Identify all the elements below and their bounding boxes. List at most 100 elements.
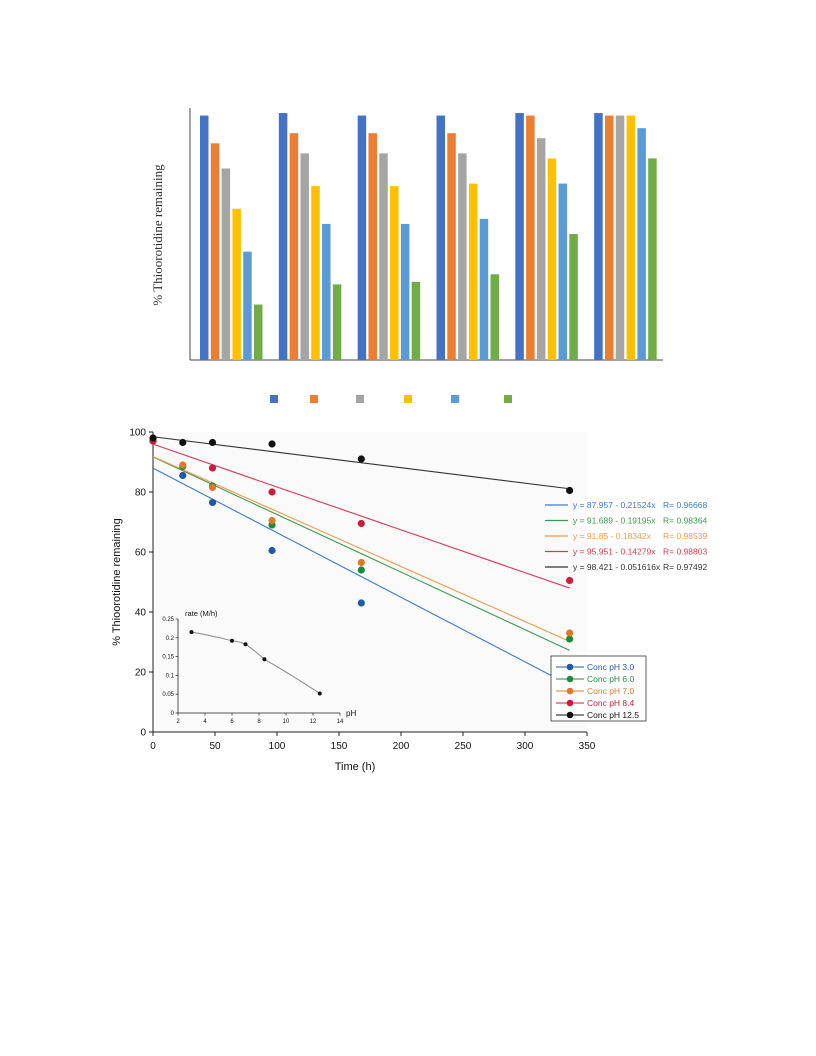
- series-legend-label-2: Conc pH 6.0: [587, 674, 635, 684]
- bar-s2-c1: [210, 143, 220, 360]
- inset-x-tick-label: 10: [283, 719, 290, 725]
- bar-s5-c5: [558, 183, 568, 360]
- bar-s6-c3: [411, 281, 421, 360]
- fit-line-4: [152, 443, 570, 589]
- series-legend-label-1: Conc pH 3.0: [587, 662, 635, 672]
- fit-line-2: [152, 456, 570, 651]
- bar-s4-c4: [468, 183, 478, 360]
- fit-legend-r-2: R= 0.98364: [663, 516, 707, 526]
- point-s4-4: [357, 519, 365, 528]
- bar-legend-swatch-4: [404, 395, 412, 403]
- inset-x-tick-label: 14: [337, 719, 344, 725]
- point-s5-2: [179, 438, 187, 447]
- fit-line-3: [152, 455, 570, 642]
- bar-s3-c1: [221, 168, 231, 360]
- bar-legend-swatch-6: [504, 395, 512, 403]
- bar-s4-c2: [311, 186, 320, 360]
- series-legend-marker-1: [566, 663, 574, 671]
- y-tick-label: 60: [135, 548, 147, 559]
- series-legend-label-4: Conc pH 8.4: [587, 698, 635, 708]
- x-axis-label: Time (h): [335, 761, 376, 773]
- inset-point-2: [230, 638, 234, 643]
- inset-point-3: [243, 642, 248, 647]
- inset-x-tick-label: 12: [310, 719, 317, 725]
- point-s5-4: [268, 440, 276, 448]
- inset-x-tick-label: 4: [203, 719, 207, 725]
- y-tick-label: 20: [135, 668, 147, 679]
- point-s5-3: [208, 438, 217, 447]
- inset-y-tick-label: 0.1: [166, 673, 175, 679]
- inset-x-axis-label: pH: [346, 709, 356, 718]
- bar-s2-c6: [604, 115, 614, 360]
- fit-legend-r-3: R= 0.98539: [663, 531, 707, 541]
- y-tick-label: 80: [135, 488, 147, 499]
- point-s3-5: [357, 558, 365, 567]
- point-s5-1: [149, 434, 157, 442]
- y-tick-label: 40: [135, 608, 147, 619]
- bar-legend-swatch-2: [310, 395, 318, 403]
- fit-legend-r-4: R= 0.98803: [663, 547, 707, 557]
- bar-s5-c2: [322, 223, 331, 360]
- fit-legend-equation-4: y = 95.951 - 0.14279x: [573, 547, 656, 557]
- bar-s5-c3: [400, 223, 410, 360]
- bar-s3-c4: [458, 153, 467, 360]
- bar-s1-c4: [436, 115, 445, 360]
- bar-s3-c5: [536, 138, 546, 360]
- bar-s3-c6: [615, 115, 625, 360]
- inset-y-tick-label: 0.25: [162, 617, 174, 623]
- inset-point-1: [189, 630, 194, 635]
- point-s3-3: [208, 483, 217, 492]
- point-s2-5: [357, 566, 365, 574]
- point-s1-4: [268, 546, 276, 555]
- inset-x-tick-label: 6: [230, 719, 234, 725]
- fit-legend-r-5: R= 0.97492: [663, 562, 707, 572]
- series-legend-marker-2: [566, 675, 574, 683]
- bar-s1-c2: [278, 113, 288, 360]
- bar-s1-c3: [357, 115, 367, 360]
- bar-legend-swatch-3: [356, 395, 364, 403]
- point-s3-4: [268, 516, 276, 525]
- point-s5-6: [566, 486, 574, 495]
- series-legend-label-3: Conc pH 7.0: [587, 686, 635, 696]
- inset-y-axis-label: rate (M/h): [185, 609, 218, 618]
- bar-s4-c3: [390, 186, 399, 360]
- series-legend-marker-5: [566, 711, 574, 719]
- bar-s2-c3: [368, 133, 377, 360]
- point-s5-5: [357, 455, 365, 463]
- bar-s5-c6: [637, 128, 646, 360]
- x-tick-label: 0: [150, 741, 156, 752]
- bar-s6-c1: [254, 304, 263, 360]
- bar-s1-c6: [594, 113, 603, 360]
- bar-s2-c4: [447, 133, 456, 360]
- bar-s2-c2: [289, 133, 299, 360]
- bar-s5-c1: [243, 251, 252, 360]
- point-s1-3: [208, 498, 217, 507]
- fit-line-1: [152, 467, 570, 686]
- y-axis-label: % Thioorotidine remaining: [111, 518, 123, 646]
- series-legend-marker-3: [566, 687, 574, 695]
- fit-legend-equation-3: y = 91.85 - 0.18342x: [573, 531, 651, 541]
- inset-y-tick-label: 0.05: [162, 692, 174, 698]
- bar-s5-c4: [479, 218, 489, 360]
- fit-line-5: [152, 436, 570, 490]
- bar-s4-c6: [626, 115, 636, 360]
- plot-area: [153, 432, 587, 732]
- y-tick-label: 100: [129, 428, 146, 439]
- bar-s3-c3: [379, 153, 388, 360]
- series-legend-label-5: Conc pH 12.5: [587, 710, 639, 720]
- bar-s6-c6: [648, 158, 657, 360]
- bar-s1-c5: [515, 113, 524, 360]
- x-tick-label: 350: [579, 741, 596, 752]
- inset-point-5: [317, 691, 322, 696]
- x-tick-label: 250: [455, 741, 472, 752]
- inset-y-tick-label: 0.2: [166, 636, 175, 642]
- inset-x-tick-label: 8: [257, 719, 261, 725]
- bar-s3-c2: [300, 153, 309, 360]
- bar-s1-c1: [200, 115, 209, 360]
- point-s4-3: [268, 488, 276, 496]
- point-s4-5: [566, 576, 574, 585]
- fit-legend-r-1: R= 0.96668: [663, 500, 707, 510]
- fit-legend-equation-5: y = 98.421 - 0.051616x: [573, 562, 661, 572]
- bar-s2-c5: [526, 115, 535, 360]
